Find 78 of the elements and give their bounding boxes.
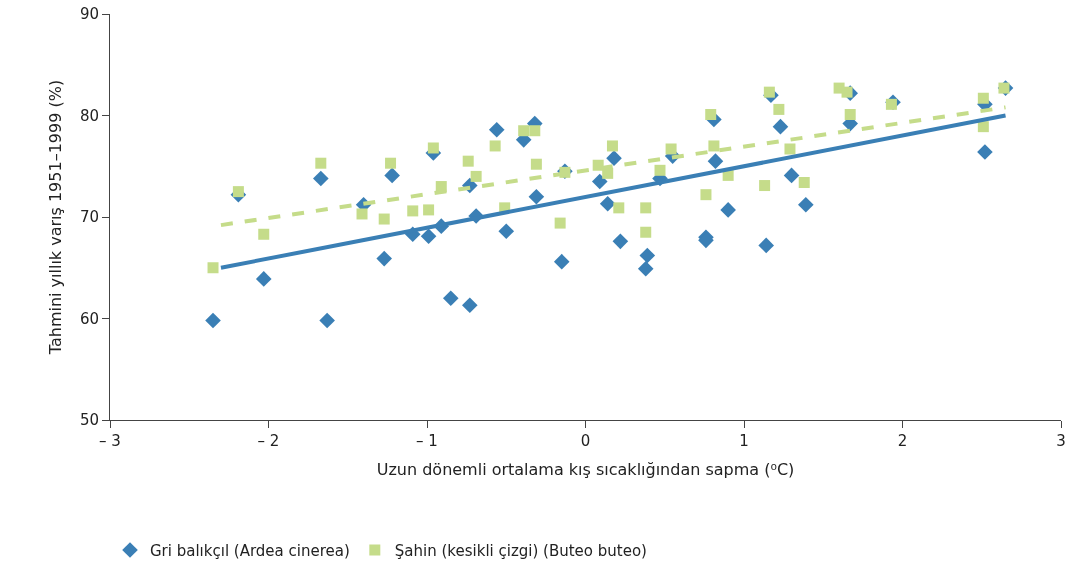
y-tick-label: 50: [79, 411, 99, 430]
point: [319, 312, 335, 329]
point: [530, 158, 542, 170]
point: [707, 153, 724, 169]
point: [637, 260, 654, 277]
legend-label: Şahin (kesikli çizgi) (Buteo buteo): [394, 541, 647, 560]
point: [462, 155, 474, 167]
y-tick-label: 70: [79, 208, 99, 227]
y-axis-title: Tahmini yıllık varış 1951–1999 (%): [45, 79, 65, 356]
point: [553, 253, 570, 270]
point: [378, 213, 390, 225]
point: [639, 247, 656, 264]
point: [462, 297, 478, 314]
point: [385, 157, 397, 169]
point: [407, 205, 419, 217]
x-tick-label: 0: [580, 432, 591, 450]
point: [591, 173, 608, 190]
point: [700, 189, 712, 201]
point: [885, 98, 897, 110]
point: [258, 228, 270, 240]
x-tick-label: – 2: [257, 432, 280, 450]
point: [518, 125, 530, 137]
point: [763, 86, 775, 98]
point: [784, 143, 796, 155]
point: [356, 208, 368, 220]
y-tick-label: 90: [79, 5, 99, 24]
point: [977, 121, 989, 133]
point: [420, 228, 437, 245]
point: [315, 157, 327, 169]
point: [376, 250, 393, 267]
point: [798, 176, 810, 188]
y-tick-label: 80: [79, 106, 99, 125]
point: [708, 140, 720, 152]
point: [470, 170, 482, 182]
x-tick-label: 3: [1056, 432, 1066, 450]
x-tick-label: 1: [739, 432, 749, 450]
point: [529, 125, 541, 137]
point: [599, 196, 616, 212]
x-tick-label: – 3: [99, 432, 121, 450]
point: [232, 186, 244, 198]
point: [759, 180, 771, 192]
point: [606, 140, 618, 152]
point: [488, 121, 505, 138]
point: [844, 108, 856, 120]
point: [489, 140, 501, 152]
point: [528, 188, 545, 205]
point: [613, 202, 625, 214]
point: [665, 143, 677, 155]
point: [798, 197, 814, 213]
point: [654, 164, 666, 176]
point: [205, 312, 221, 329]
y-tick-label: 60: [79, 309, 99, 328]
x-axis-title: Uzun dönemli ortalama kış sıcaklığından sapma (⁰C): [376, 459, 795, 479]
point: [772, 118, 789, 135]
point: [977, 92, 989, 104]
point: [720, 202, 736, 218]
point: [554, 217, 566, 229]
point: [783, 167, 800, 184]
x-tick-label: – 1: [416, 432, 438, 450]
point: [207, 262, 219, 274]
legend-label: Gri balıkçıl (Ardea cinerea): [150, 541, 350, 560]
point: [442, 290, 459, 306]
point: [313, 170, 329, 187]
point: [384, 167, 400, 184]
point: [977, 144, 993, 160]
point: [640, 202, 652, 214]
point: [640, 226, 652, 238]
point: [841, 86, 853, 98]
point: [758, 237, 774, 254]
point: [612, 233, 629, 250]
point: [705, 108, 717, 120]
point: [606, 150, 622, 166]
point: [498, 223, 515, 240]
point: [255, 271, 272, 287]
point: [427, 142, 439, 154]
point: [773, 103, 785, 115]
point: [423, 204, 435, 216]
x-tick-label: 2: [897, 432, 908, 450]
